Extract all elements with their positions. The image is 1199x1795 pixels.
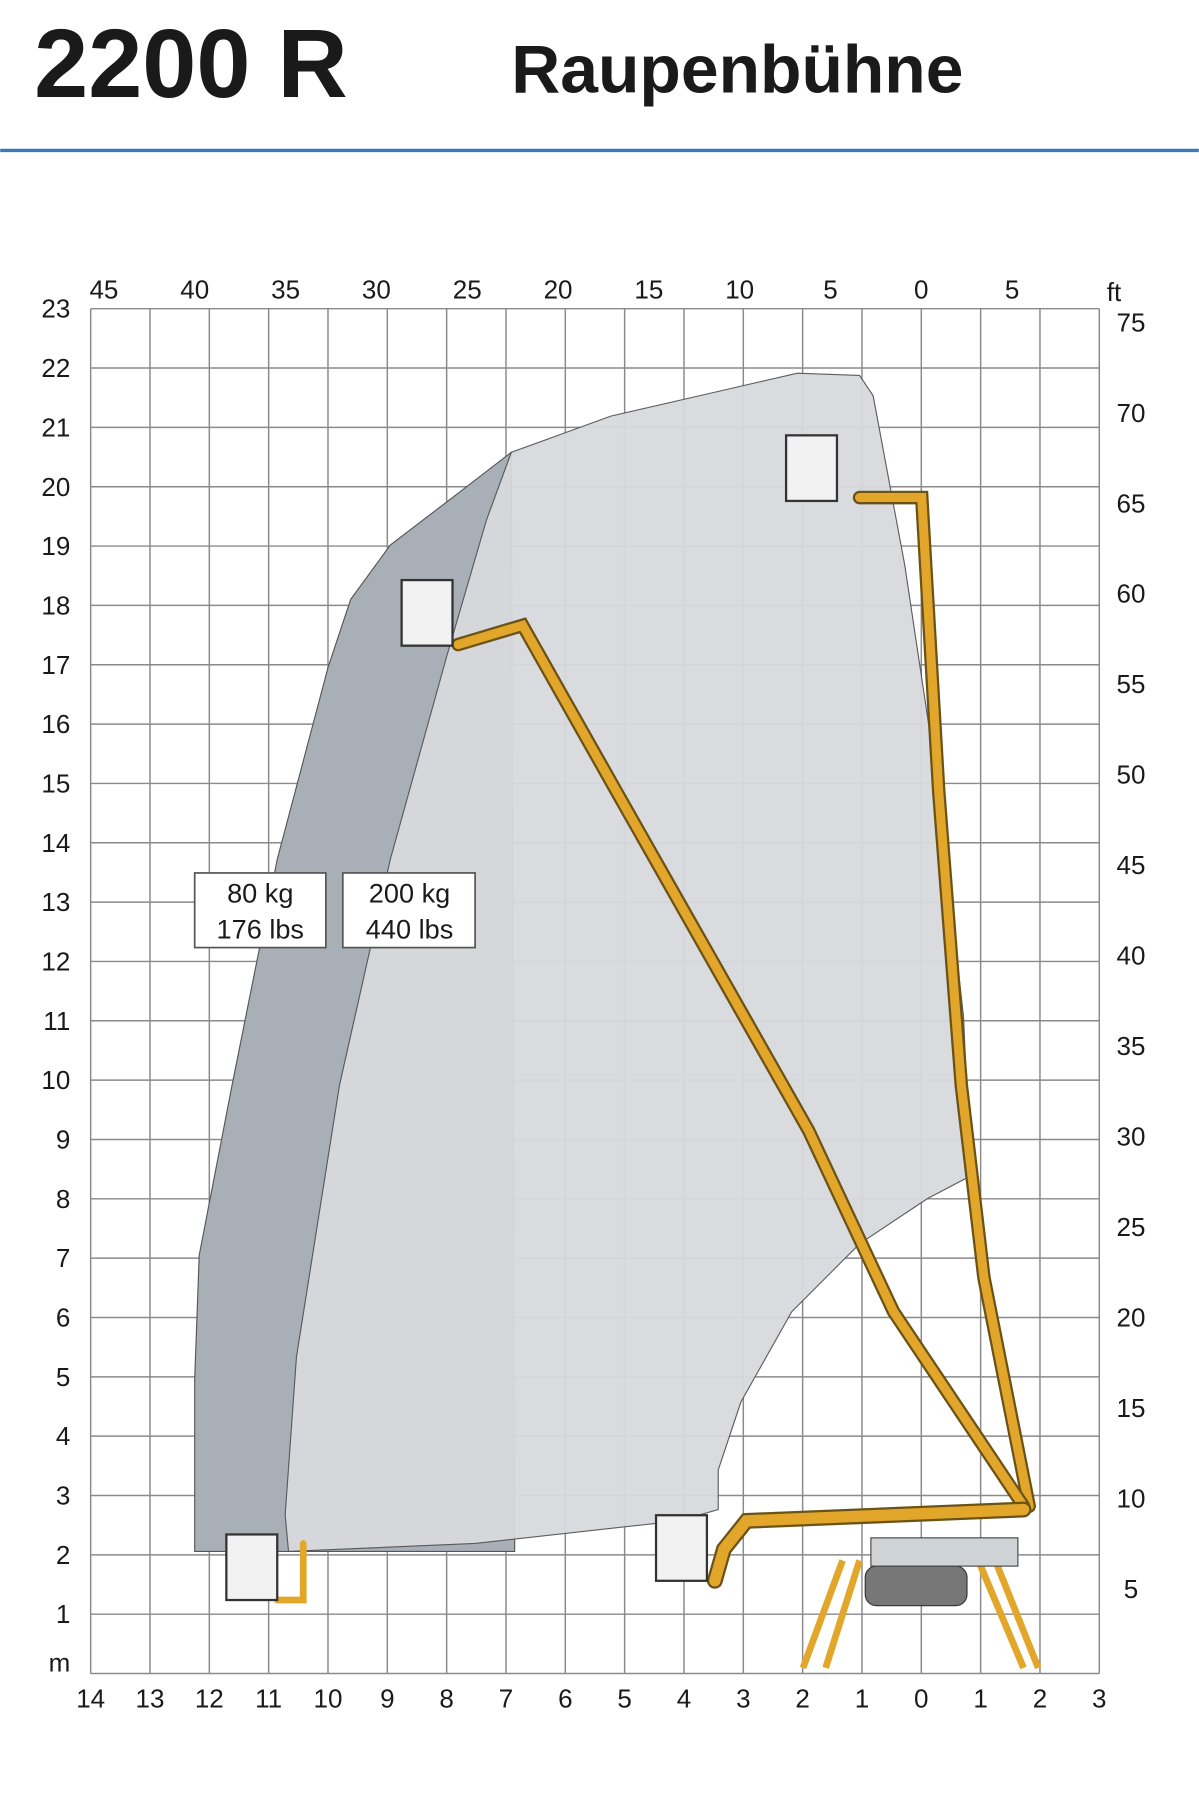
y-axis-label: 7: [56, 1243, 70, 1273]
y-axis-label: 10: [41, 1065, 70, 1095]
y-axis-label: 5: [56, 1362, 70, 1392]
platform: [225, 1533, 279, 1602]
x-axis-label: 2: [1033, 1683, 1047, 1713]
platform: [784, 434, 839, 503]
top-axis-label: 35: [271, 275, 300, 305]
y-axis-label: 19: [41, 531, 70, 561]
top-axis-unit: ft: [1107, 277, 1122, 307]
y-axis-label: 23: [41, 294, 70, 324]
y-axis-label: 8: [56, 1184, 70, 1214]
x-axis-label: 1: [855, 1683, 869, 1713]
x-axis-label: 6: [558, 1683, 572, 1713]
right-axis-label: 10: [1116, 1483, 1145, 1513]
right-axis-label: 5: [1124, 1574, 1138, 1604]
load-imperial: 440 lbs: [366, 914, 453, 945]
y-axis-label: 16: [41, 709, 70, 739]
load-mass: 200 kg: [369, 877, 450, 908]
top-axis-label: 45: [89, 275, 118, 305]
y-axis-label: 4: [56, 1421, 70, 1451]
top-axis-label: 20: [544, 275, 573, 305]
y-axis-label: 18: [41, 590, 70, 620]
right-axis-label: 55: [1116, 669, 1145, 699]
x-axis-label: 5: [617, 1683, 631, 1713]
load-box-frame: [193, 872, 327, 949]
y-axis-label: 21: [41, 412, 70, 442]
right-axis-label: 75: [1116, 307, 1145, 337]
top-axis-label: 15: [634, 275, 663, 305]
x-axis-label: 3: [1092, 1683, 1106, 1713]
top-axis-label: 25: [453, 275, 482, 305]
y-axis-label: 22: [41, 353, 70, 383]
x-axis-label: 2: [795, 1683, 809, 1713]
top-axis-label: 10: [725, 275, 754, 305]
y-axis-label: 15: [41, 768, 70, 798]
x-axis-label: 14: [76, 1683, 105, 1713]
model-title: 2200 R: [34, 9, 348, 118]
right-axis-label: 45: [1116, 850, 1145, 880]
inner-envelope: [284, 372, 971, 1552]
right-axis-label: 65: [1116, 488, 1145, 518]
right-axis-label: 70: [1116, 398, 1145, 428]
right-axis-label: 15: [1116, 1393, 1145, 1423]
top-axis-label: 5: [1005, 275, 1019, 305]
y-axis-label: 11: [43, 1006, 70, 1036]
right-axis-label: 20: [1116, 1303, 1145, 1333]
x-axis-label: 12: [195, 1683, 224, 1713]
load-box-frame: [341, 872, 476, 949]
boom: [273, 1540, 307, 1604]
y-axis-label: 12: [41, 946, 70, 976]
x-axis-label: 10: [314, 1683, 343, 1713]
x-axis-label: 1: [973, 1683, 987, 1713]
load-mass: 80 kg: [227, 877, 293, 908]
right-axis-label: 30: [1116, 1122, 1145, 1152]
x-axis-label: 8: [439, 1683, 453, 1713]
outrigger: [799, 1559, 1042, 1670]
load-imperial: 176 lbs: [217, 914, 304, 945]
axis-labels: 1234567891011121314151617181920212223m14…: [41, 275, 1145, 1714]
y-axis-label: 1: [56, 1599, 70, 1629]
top-axis-label: 5: [823, 275, 837, 305]
load-box: 80 kg 176 lbs: [193, 872, 327, 949]
track: [864, 1565, 968, 1607]
top-axis-label: 30: [362, 275, 391, 305]
right-axis-label: 40: [1116, 941, 1145, 971]
right-axis-label: 35: [1116, 1031, 1145, 1061]
top-axis-label: 40: [180, 275, 209, 305]
x-axis-label: 13: [136, 1683, 165, 1713]
platform: [400, 578, 454, 647]
right-axis-label: 50: [1116, 760, 1145, 790]
y-axis-label: 2: [56, 1540, 70, 1570]
x-axis-label: 4: [677, 1683, 691, 1713]
y-axis-label: 20: [41, 472, 70, 502]
y-axis-label: 13: [41, 887, 70, 917]
boom: [709, 1503, 1030, 1587]
y-axis-unit: m: [49, 1647, 71, 1677]
x-axis-label: 7: [499, 1683, 513, 1713]
boom: [855, 493, 1034, 1511]
product-name: Raupenbühne: [511, 33, 963, 108]
x-axis-label: 3: [736, 1683, 750, 1713]
x-axis-label: 11: [255, 1683, 282, 1713]
y-axis-label: 3: [56, 1481, 70, 1511]
machine: [225, 434, 1042, 1670]
platform: [654, 1514, 709, 1582]
top-axis-label: 0: [914, 275, 928, 305]
chassis: [870, 1537, 1019, 1567]
x-axis-label: 0: [914, 1683, 928, 1713]
load-box: 200 kg 440 lbs: [341, 872, 476, 949]
y-axis-label: 9: [56, 1125, 70, 1155]
y-axis-label: 14: [41, 828, 70, 858]
y-axis-label: 6: [56, 1303, 70, 1333]
y-axis-label: 17: [41, 650, 70, 680]
right-axis-label: 60: [1116, 579, 1145, 609]
x-axis-label: 9: [380, 1683, 394, 1713]
boom: [453, 619, 1029, 1511]
right-axis-label: 25: [1116, 1212, 1145, 1242]
